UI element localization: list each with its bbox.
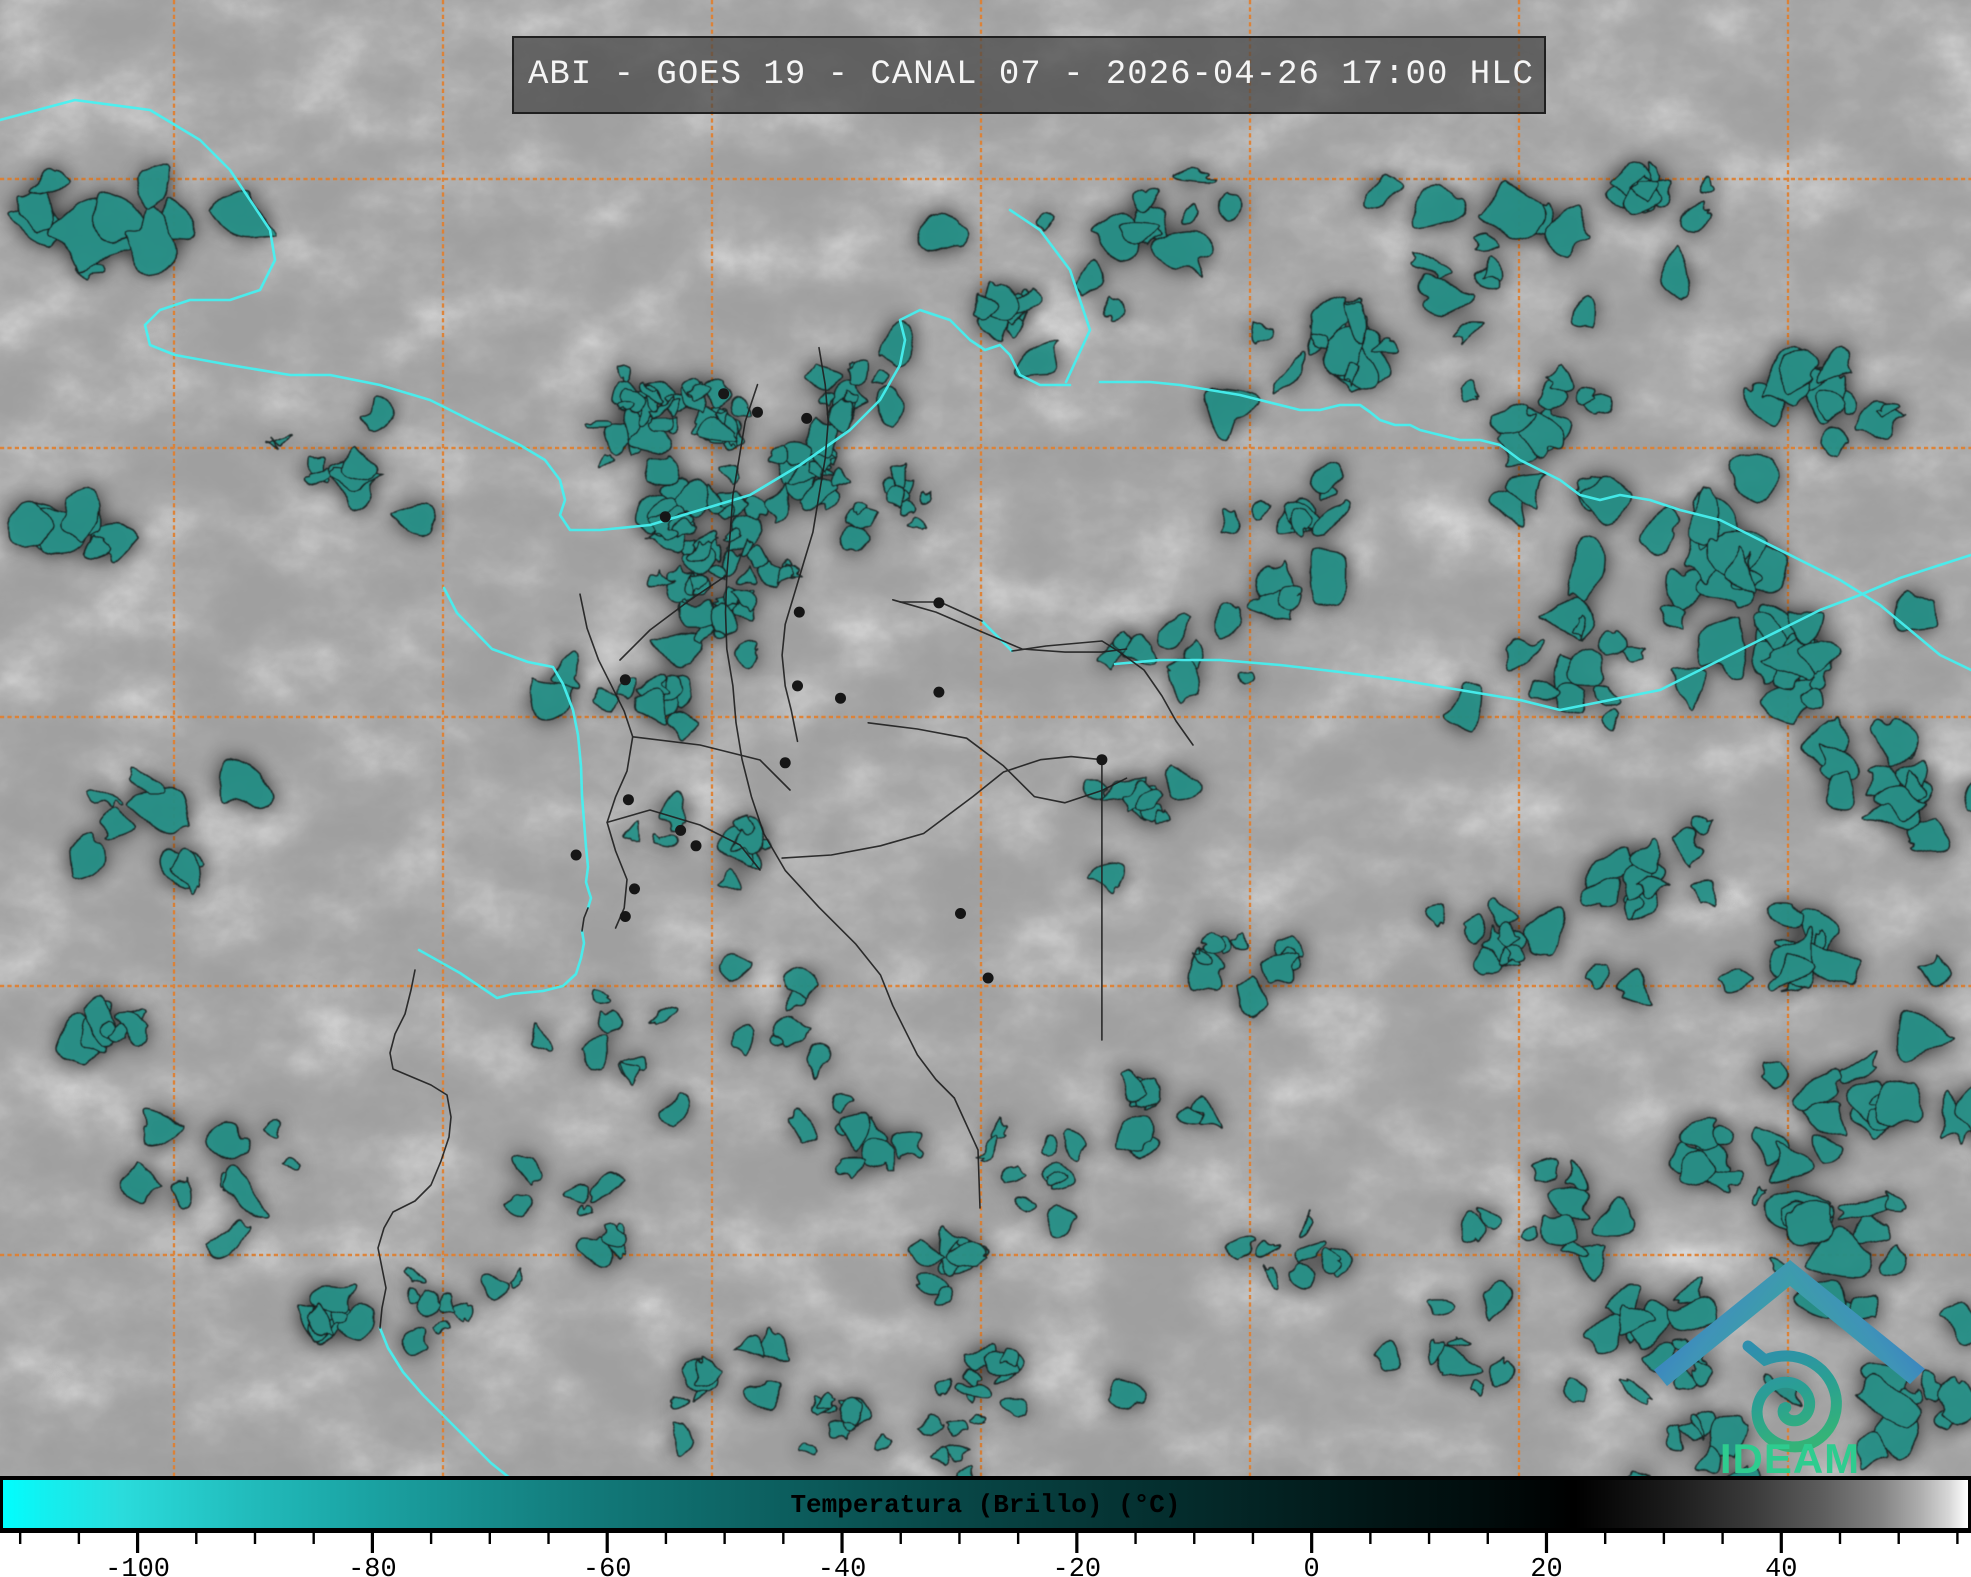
svg-text:-100: -100	[105, 1555, 170, 1577]
svg-text:-80: -80	[348, 1555, 397, 1577]
svg-text:-20: -20	[1053, 1555, 1102, 1577]
svg-text:-40: -40	[818, 1555, 867, 1577]
svg-text:IDEAM: IDEAM	[1720, 1435, 1860, 1478]
svg-text:0: 0	[1304, 1555, 1320, 1577]
svg-text:40: 40	[1765, 1555, 1797, 1577]
svg-text:-60: -60	[583, 1555, 632, 1577]
svg-text:20: 20	[1530, 1555, 1562, 1577]
